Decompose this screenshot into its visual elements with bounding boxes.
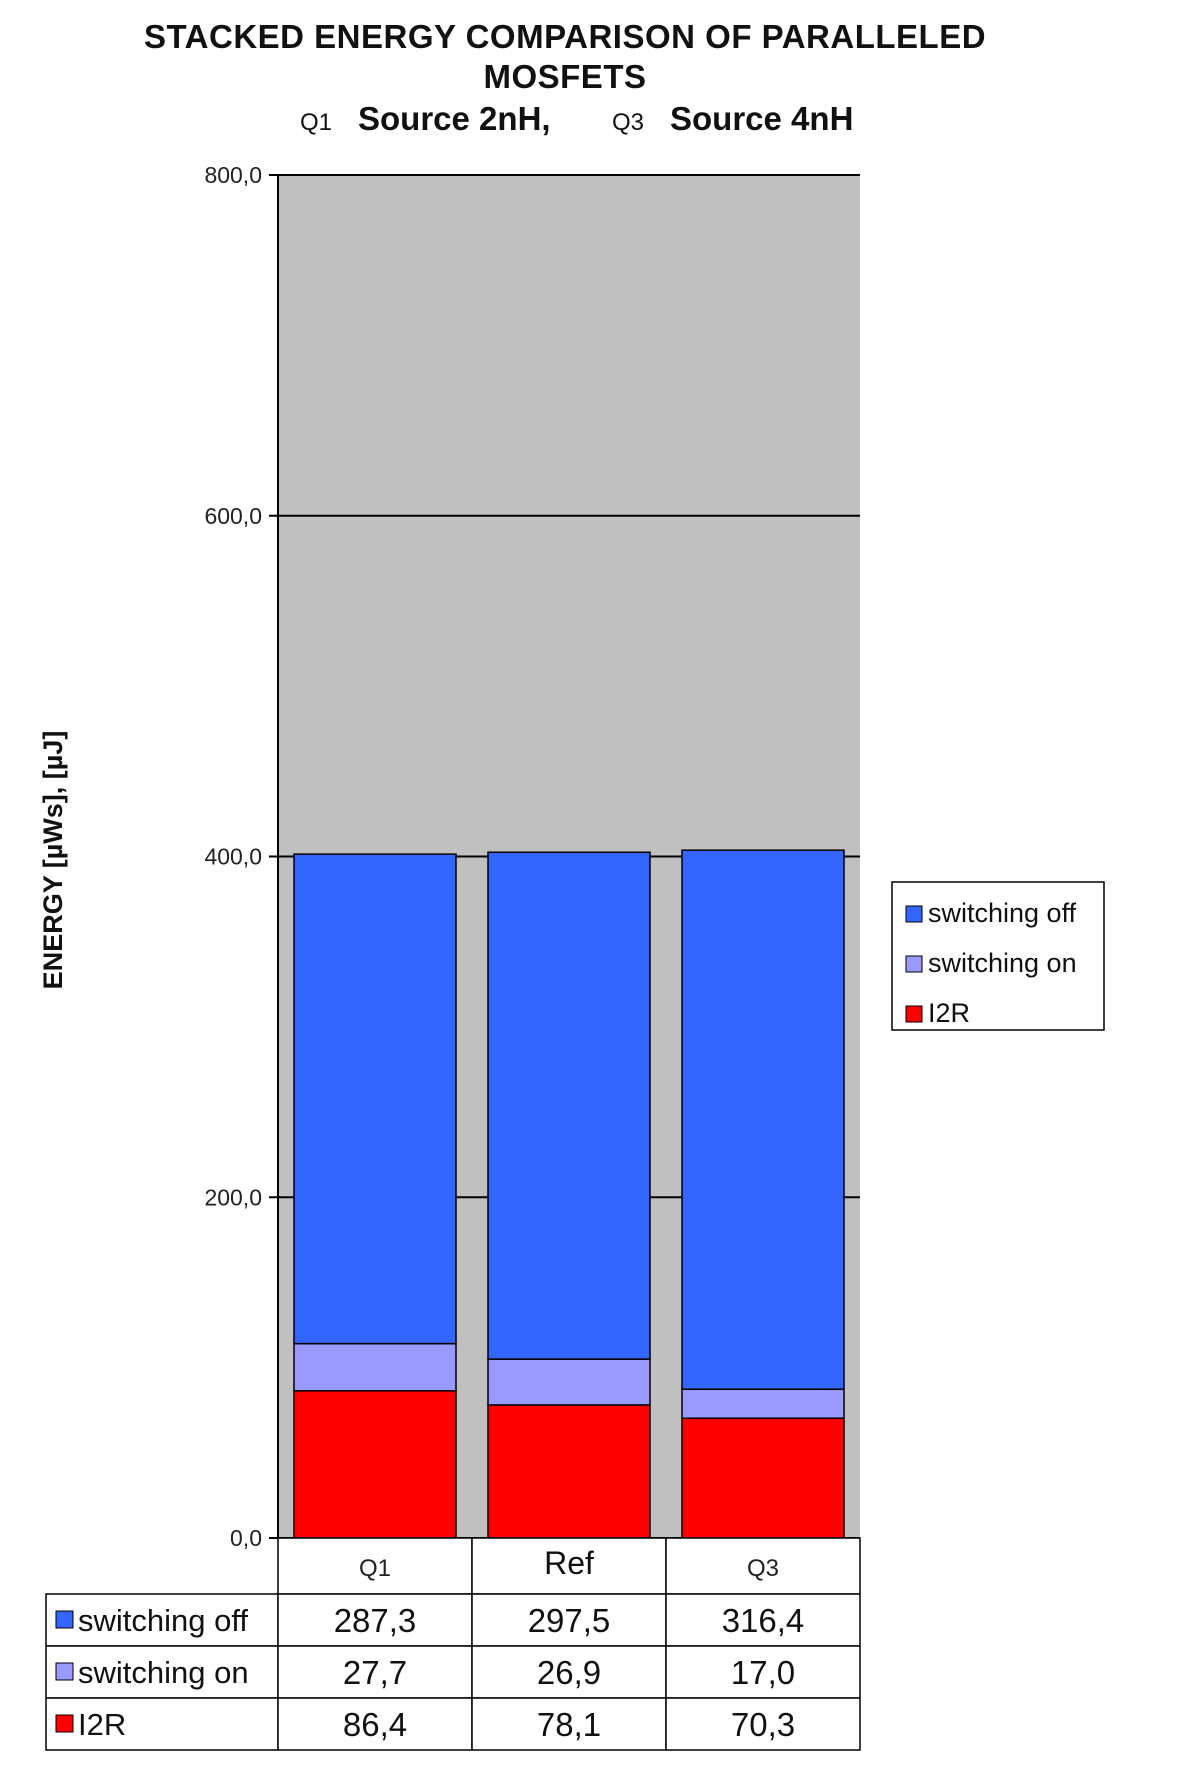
legend-box <box>891 881 1105 1031</box>
table-row-label-cell <box>45 1593 279 1647</box>
y-tick-label: 200,0 <box>204 1184 262 1210</box>
data-label: 70,3 <box>731 1706 795 1743</box>
bar-switching-on-ref <box>487 1358 651 1406</box>
bar-switching-on-q1 <box>293 1342 457 1392</box>
legend-entry: switching on <box>928 948 1077 978</box>
data-label: 27,7 <box>343 1654 407 1691</box>
subtitle-q1-text: Source 2nH, <box>358 100 551 137</box>
y-axis-label: ENERGY [µWs], [µJ] <box>38 731 68 990</box>
y-tick-label: 0,0 <box>230 1525 262 1551</box>
y-tick-label: 600,0 <box>204 503 262 529</box>
table-header-cell <box>471 1537 667 1595</box>
table-cell <box>665 1697 861 1751</box>
legend-swatch <box>905 1005 923 1023</box>
bar-switching-off-ref <box>487 851 651 1360</box>
table-cell <box>665 1593 861 1647</box>
legend-swatch <box>905 905 923 923</box>
chart-title-line-2: MOSFETS <box>483 58 647 95</box>
subtitle-q3-text: Source 4nH <box>670 100 854 137</box>
data-label: 297,5 <box>528 1602 611 1639</box>
table-row-label: I2R <box>78 1707 126 1742</box>
y-tick-label: 400,0 <box>204 844 262 870</box>
table-legend-key <box>55 1714 74 1733</box>
table-row-label: switching on <box>78 1655 249 1690</box>
data-label: 17,0 <box>731 1654 795 1691</box>
subtitle-q1-label: Q1 <box>300 109 333 136</box>
chart-title-line-1: STACKED ENERGY COMPARISON OF PARALLELED <box>143 18 987 55</box>
table-row-label: switching off <box>78 1603 248 1638</box>
subtitle-q3-label: Q3 <box>612 109 645 136</box>
table-row-label-cell <box>45 1697 279 1751</box>
table-cell <box>665 1645 861 1699</box>
data-label: 287,3 <box>334 1602 417 1639</box>
data-label: 86,4 <box>343 1706 407 1743</box>
bar-i2r-q3 <box>681 1417 845 1539</box>
table-legend-key <box>55 1610 74 1629</box>
bar-switching-on-q3 <box>681 1388 845 1419</box>
legend-entry: switching off <box>928 898 1077 928</box>
bar-switching-off-q1 <box>293 853 457 1345</box>
legend-swatch <box>905 955 923 973</box>
bar-i2r-q1 <box>293 1390 457 1539</box>
chart-subtitle-q1: Q1 Source 2nH, <box>300 100 551 138</box>
data-label: 26,9 <box>537 1654 601 1691</box>
table-header-cell <box>277 1537 473 1595</box>
table-cell <box>277 1593 473 1647</box>
data-label: 78,1 <box>537 1706 601 1743</box>
x-category-label: Ref <box>544 1545 594 1581</box>
x-category-label: Q1 <box>359 1555 391 1582</box>
x-category-label: Q3 <box>747 1555 779 1582</box>
bar-switching-off-q3 <box>681 849 845 1391</box>
bar-i2r-ref <box>487 1404 651 1539</box>
legend-entry: I2R <box>928 998 970 1028</box>
table-legend-key <box>55 1662 74 1681</box>
y-tick-label: 800,0 <box>204 162 262 188</box>
chart-subtitle-q3: Q3 Source 4nH <box>612 100 853 138</box>
table-cell <box>471 1593 667 1647</box>
data-label: 316,4 <box>722 1602 805 1639</box>
table-row-label-cell <box>45 1645 279 1699</box>
